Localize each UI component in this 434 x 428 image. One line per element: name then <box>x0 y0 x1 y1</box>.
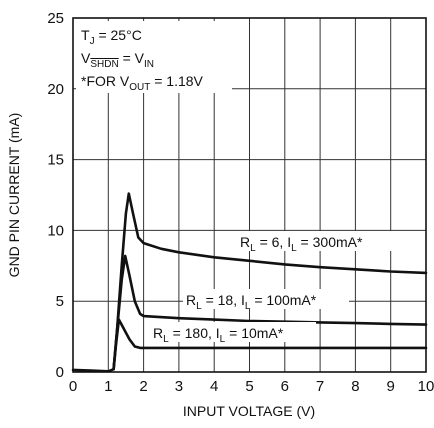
conditions-box-bg <box>76 21 232 93</box>
y-tick-label: 0 <box>56 364 64 381</box>
series-label-2: RL = 18, IL = 100mA* <box>186 292 317 312</box>
condition-vout: *FOR VOUT = 1.18V <box>81 73 204 93</box>
series-label-1: RL = 6, IL = 300mA* <box>240 234 363 254</box>
x-tick-label: 6 <box>281 378 289 395</box>
x-tick-label: 9 <box>387 378 395 395</box>
y-tick-label: 15 <box>47 152 64 169</box>
x-tick-label: 4 <box>210 378 218 395</box>
y-tick-label: 20 <box>47 81 64 98</box>
series-label-3: RL = 180, IL = 10mA* <box>153 325 284 345</box>
series-label-bg-3 <box>150 322 316 342</box>
series-label-bg-1 <box>236 231 394 251</box>
x-tick-label: 3 <box>175 378 183 395</box>
series-line-3 <box>112 318 428 371</box>
condition-vshdn: VSHDN = VIN <box>81 50 154 70</box>
y-tick-label: 10 <box>47 222 64 239</box>
x-axis-label: INPUT VOLTAGE (V) <box>183 403 315 419</box>
y-tick-label: 5 <box>56 293 64 310</box>
y-tick-label: 25 <box>47 10 64 27</box>
x-tick-label: 1 <box>104 378 112 395</box>
x-tick-label: 10 <box>418 378 434 395</box>
x-tick-label: 2 <box>139 378 147 395</box>
x-tick-labels: 0 1 2 3 4 5 6 7 8 9 10 <box>69 378 434 395</box>
plot-frame <box>72 17 427 373</box>
x-tick-label: 0 <box>69 378 77 395</box>
condition-tj: TJ = 25°C <box>81 27 142 47</box>
y-tick-labels: 0 5 10 15 20 25 <box>47 10 64 381</box>
x-tick-label: 8 <box>351 378 359 395</box>
x-tick-label: 5 <box>245 378 253 395</box>
series-lines <box>71 192 428 373</box>
x-tick-label: 7 <box>316 378 324 395</box>
series-label-bg-2 <box>183 289 349 309</box>
y-axis-label: GND PIN CURRENT (mA) <box>6 113 22 278</box>
series-line-2 <box>112 254 428 371</box>
